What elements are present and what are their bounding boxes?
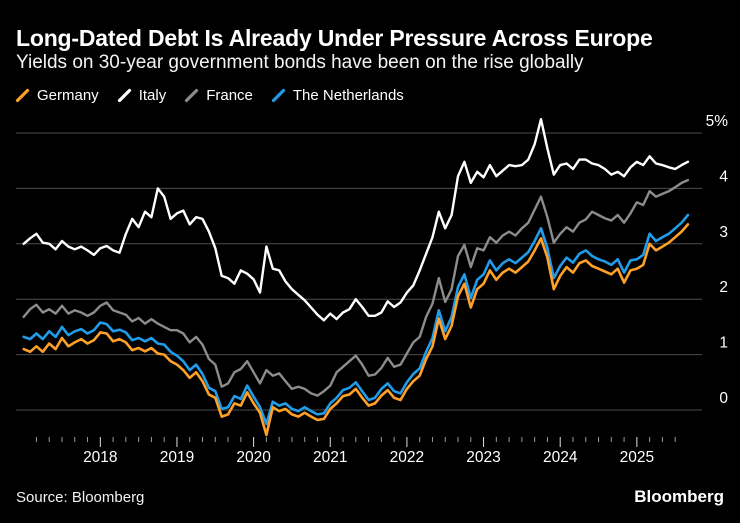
x-axis-label-2021: 2021 — [313, 449, 347, 466]
x-axis-label-2022: 2022 — [390, 449, 424, 466]
italy-slash-icon — [117, 88, 131, 103]
chart-title: Long-Dated Debt Is Already Under Pressur… — [16, 25, 653, 51]
x-axis-label-2020: 2020 — [236, 449, 271, 466]
chart-subtitle: Yields on 30-year government bonds have … — [16, 52, 584, 73]
legend-item-the-netherlands: The Netherlands — [271, 87, 404, 104]
legend-item-label: Italy — [138, 87, 167, 104]
y-axis-label-5: 5% — [706, 113, 729, 130]
legend-item-germany: Germany — [15, 87, 99, 104]
legend-item-france: France — [184, 87, 253, 104]
y-axis-label-3: 3 — [719, 224, 728, 241]
y-axis-labels: 5% 4 3 2 1 0 — [706, 113, 729, 407]
x-axis-label-2023: 2023 — [466, 449, 500, 466]
legend-item-label: France — [206, 87, 253, 104]
y-axis-label-2: 2 — [719, 279, 728, 296]
series-line-germany — [22, 223, 690, 437]
legend: Germany Italy France The Netherlands — [15, 87, 404, 104]
x-axis-label-2018: 2018 — [83, 449, 117, 466]
x-axis-label-2024: 2024 — [543, 449, 578, 466]
y-axis-label-4: 4 — [719, 168, 728, 185]
x-axis-label-2025: 2025 — [620, 449, 654, 466]
series-line-france — [22, 178, 690, 397]
x-axis-label-2019: 2019 — [160, 449, 194, 466]
y-axis-label-1: 1 — [719, 335, 728, 352]
legend-item-label: The Netherlands — [292, 87, 404, 104]
legend-item-label: Germany — [37, 87, 99, 104]
the-netherlands-slash-icon — [271, 88, 285, 103]
gridlines — [16, 132, 702, 411]
france-slash-icon — [185, 88, 199, 103]
series-line-the-netherlands — [22, 213, 690, 426]
legend-item-italy: Italy — [117, 87, 167, 104]
source-label: Source: Bloomberg — [16, 489, 145, 506]
y-axis-label-0: 0 — [719, 390, 728, 407]
bloomberg-logo: Bloomberg — [634, 487, 724, 506]
x-axis-ticks — [35, 437, 676, 447]
series-lines — [22, 117, 690, 437]
germany-slash-icon — [15, 88, 30, 103]
x-axis-labels: 2018 2019 2020 2021 2022 2023 2024 2025 — [83, 449, 654, 466]
series-line-italy — [22, 117, 690, 322]
